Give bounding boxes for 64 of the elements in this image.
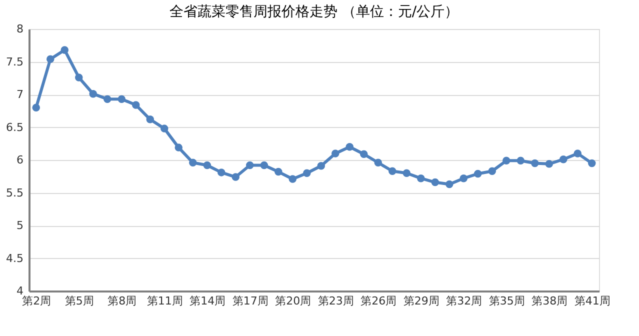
- point: [502, 156, 510, 165]
- x-tick-label: 第26周: [360, 294, 397, 308]
- point: [174, 144, 182, 152]
- y-tick-label: 8: [16, 22, 24, 36]
- y-tick-label: 5.5: [6, 186, 24, 200]
- y-tick-label: 7.5: [6, 55, 24, 68]
- point: [560, 155, 568, 164]
- y-tick-label: 5: [16, 219, 24, 232]
- x-tick-label: 第11周: [146, 294, 183, 308]
- point: [260, 161, 268, 170]
- point: [417, 174, 425, 182]
- point: [146, 116, 154, 124]
- point: [360, 150, 368, 158]
- point: [431, 178, 439, 186]
- x-tick-label: 第5周: [64, 294, 94, 308]
- x-tick-label: 第14周: [190, 294, 226, 308]
- point: [446, 180, 454, 188]
- point: [317, 162, 325, 170]
- y-tick-label: 6.5: [6, 120, 24, 134]
- point: [388, 167, 396, 175]
- point: [189, 158, 197, 166]
- point: [303, 169, 311, 177]
- x-tick-label: 第8周: [108, 294, 137, 308]
- x-tick-label: 第20周: [275, 294, 312, 308]
- point: [374, 158, 382, 166]
- y-tick-label: 7: [16, 88, 24, 101]
- chart-title: 全省蔬菜零售周报价格走势 （单位：元/公斤）: [169, 4, 459, 20]
- point: [232, 173, 240, 181]
- point: [104, 95, 112, 103]
- y-tick-label: 4: [16, 284, 24, 298]
- x-tick-label: 第2周: [22, 294, 52, 308]
- point: [474, 170, 482, 178]
- point: [588, 159, 596, 168]
- x-tick-label: 第17周: [232, 294, 268, 308]
- point: [460, 174, 468, 182]
- point: [531, 159, 539, 168]
- point: [545, 160, 553, 168]
- point: [274, 168, 282, 176]
- point: [488, 167, 496, 175]
- point: [89, 90, 97, 98]
- y-tick-label: 6: [16, 154, 24, 166]
- x-tick-label: 第38周: [532, 294, 568, 308]
- point: [32, 104, 40, 112]
- point: [132, 101, 140, 109]
- point: [246, 161, 254, 170]
- x-tick-label: 第41周: [574, 294, 610, 308]
- x-tick-label: 第23周: [318, 294, 354, 308]
- point: [118, 95, 126, 103]
- point: [574, 150, 582, 158]
- point: [75, 74, 83, 82]
- point: [288, 175, 296, 183]
- point: [346, 143, 354, 151]
- x-tick-label: 第35周: [488, 294, 525, 308]
- point: [160, 124, 168, 132]
- y-tick-label: 4.5: [6, 252, 24, 265]
- point: [218, 168, 226, 176]
- point: [46, 55, 54, 63]
- point: [402, 169, 410, 177]
- point: [516, 156, 524, 165]
- point: [332, 150, 340, 158]
- x-tick-label: 第29周: [403, 294, 440, 308]
- point: [60, 46, 68, 54]
- point: [203, 161, 211, 170]
- x-tick-label: 第32周: [446, 294, 482, 308]
